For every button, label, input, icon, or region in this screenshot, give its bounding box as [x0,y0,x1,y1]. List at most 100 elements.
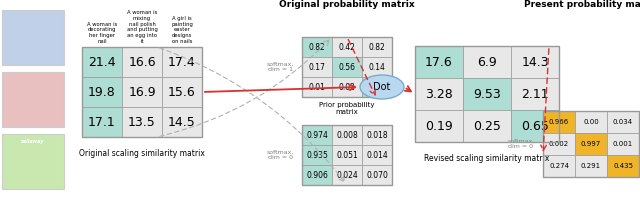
Text: 0.906: 0.906 [306,170,328,179]
Bar [511,78,559,110]
Bar [302,37,332,57]
Bar [543,111,575,133]
Text: Original scaling similarity matrix: Original scaling similarity matrix [79,149,205,158]
Text: 17.6: 17.6 [425,56,453,69]
Text: 0.25: 0.25 [473,120,501,133]
Text: 17.1: 17.1 [88,115,116,128]
Text: Prior probability
matrix: Prior probability matrix [319,102,375,115]
Bar [362,37,392,57]
Bar [575,111,607,133]
Bar [362,125,392,145]
Bar [122,107,162,137]
Bar [607,133,639,155]
Text: 0.65: 0.65 [521,120,549,133]
Text: 0.82: 0.82 [308,43,325,51]
Text: 0.00: 0.00 [583,119,599,125]
Bar [362,57,392,77]
Bar [302,37,392,97]
Bar [511,46,559,78]
Bar [332,145,362,165]
Ellipse shape [360,75,404,99]
Text: 0.034: 0.034 [613,119,633,125]
Bar [302,165,332,185]
Bar [162,47,202,77]
Bar [543,133,575,155]
Bar [162,77,202,107]
Text: 0.291: 0.291 [581,163,601,169]
Text: 0.070: 0.070 [366,170,388,179]
Bar [362,77,392,97]
Bar [607,111,639,133]
Bar [82,77,122,107]
Bar [332,125,362,145]
Text: 14.5: 14.5 [168,115,196,128]
Bar [2,134,64,189]
Text: 0.966: 0.966 [549,119,569,125]
Bar [162,107,202,137]
Bar [302,125,332,145]
Text: 2.11: 2.11 [521,87,549,100]
Text: softmax,
dim = 0: softmax, dim = 0 [508,139,534,149]
Bar [415,110,463,142]
Text: 0.001: 0.001 [613,141,633,147]
Text: 3.28: 3.28 [425,87,453,100]
Text: 13.5: 13.5 [128,115,156,128]
Bar [543,111,639,177]
Text: 16.9: 16.9 [128,85,156,98]
Text: 0.014: 0.014 [366,151,388,160]
Bar [543,155,575,177]
Text: 16.6: 16.6 [128,56,156,69]
Text: softmax,
dim = 1: softmax, dim = 1 [266,62,294,72]
Text: 19.8: 19.8 [88,85,116,98]
Bar [332,37,362,57]
Bar [122,47,162,77]
Text: 14.3: 14.3 [521,56,549,69]
Bar [575,155,607,177]
Text: 0.018: 0.018 [366,130,388,139]
Bar [2,72,64,127]
Text: 0.008: 0.008 [336,130,358,139]
Text: 21.4: 21.4 [88,56,116,69]
Bar [362,145,392,165]
Text: Original probability matrix: Original probability matrix [279,0,415,9]
Text: A woman is
mixing
nail polish
and putting
an egg into
it: A woman is mixing nail polish and puttin… [127,10,157,44]
Text: A girl is
painting
easter
designs
on nails: A girl is painting easter designs on nai… [171,16,193,44]
Bar [2,10,64,65]
Bar [302,77,332,97]
Bar [463,110,511,142]
Bar [122,77,162,107]
Bar [302,125,392,185]
Text: 0.05: 0.05 [369,83,385,91]
Text: 0.02: 0.02 [339,83,355,91]
Text: 0.17: 0.17 [308,62,325,72]
Bar [415,46,463,78]
Bar [302,57,332,77]
Text: 0.935: 0.935 [306,151,328,160]
Text: Dot: Dot [373,82,390,92]
Text: 0.051: 0.051 [336,151,358,160]
Text: 6.9: 6.9 [477,56,497,69]
Text: 0.82: 0.82 [369,43,385,51]
Text: 0.56: 0.56 [339,62,355,72]
Text: 17.4: 17.4 [168,56,196,69]
Text: Present probability matrix: Present probability matrix [524,0,640,9]
Text: 0.42: 0.42 [339,43,355,51]
Text: 0.974: 0.974 [306,130,328,139]
Text: Revised scaling similarity matrix: Revised scaling similarity matrix [424,154,550,163]
Bar [607,155,639,177]
Bar [362,165,392,185]
Text: 0.997: 0.997 [581,141,601,147]
Text: 0.002: 0.002 [549,141,569,147]
Text: 0.024: 0.024 [336,170,358,179]
Text: 0.01: 0.01 [308,83,325,91]
Text: 0.435: 0.435 [613,163,633,169]
Bar [463,78,511,110]
Bar [302,145,332,165]
Bar [332,165,362,185]
Text: 15.6: 15.6 [168,85,196,98]
Text: sailaway: sailaway [21,139,45,145]
Bar [332,77,362,97]
Bar [82,47,122,77]
Text: 0.14: 0.14 [369,62,385,72]
Bar [82,47,202,137]
